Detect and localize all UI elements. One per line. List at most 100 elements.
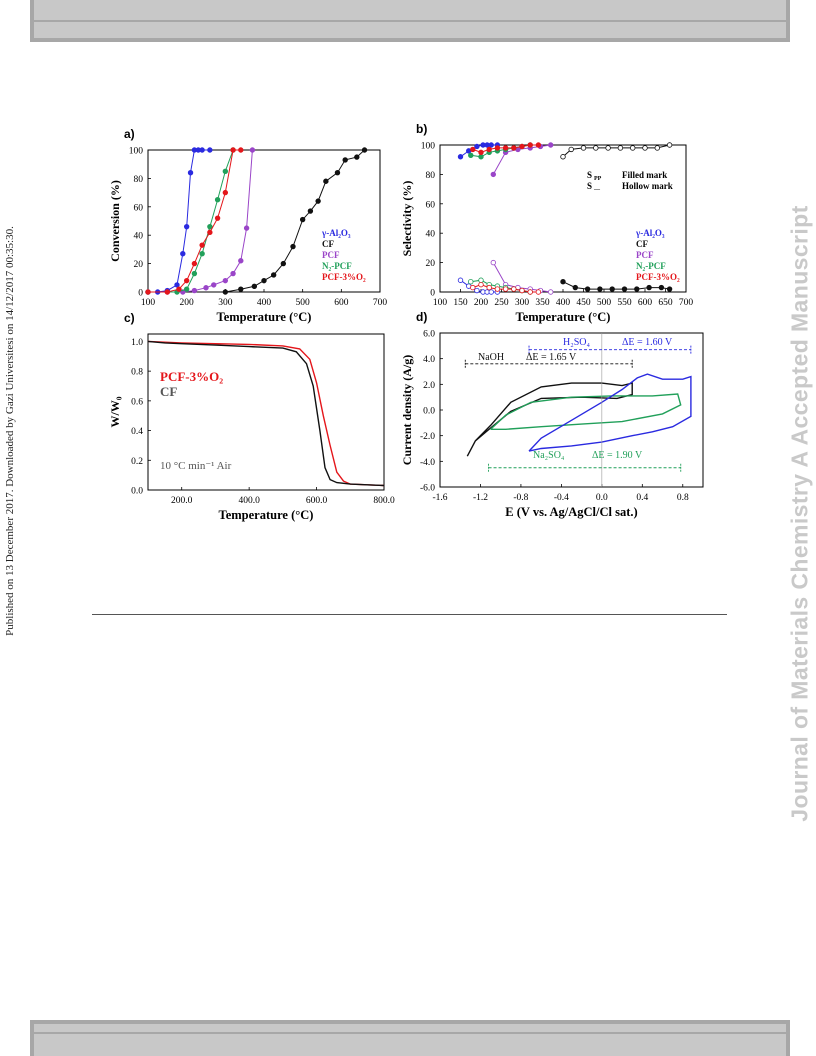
data-point bbox=[490, 259, 496, 266]
data-point bbox=[145, 289, 151, 295]
series-line bbox=[562, 281, 670, 290]
x-tick-label: 300 bbox=[218, 298, 233, 308]
y-tick-label: 40 bbox=[426, 230, 436, 240]
data-point bbox=[180, 250, 186, 257]
data-point bbox=[535, 142, 542, 148]
legend-entry: PCF-3%O₂ bbox=[160, 369, 223, 384]
data-point bbox=[199, 147, 205, 153]
data-point bbox=[457, 154, 464, 160]
data-point bbox=[214, 215, 221, 221]
data-point bbox=[457, 277, 464, 283]
x-tick-label: -1.2 bbox=[473, 493, 488, 503]
panel-label: b) bbox=[416, 122, 427, 136]
x-axis-label: Temperature (°C) bbox=[219, 508, 314, 522]
data-point bbox=[580, 145, 587, 151]
panel-label: a) bbox=[124, 127, 135, 141]
series-line bbox=[147, 340, 385, 487]
data-point bbox=[222, 189, 229, 196]
y-tick-label: -6.0 bbox=[420, 484, 435, 494]
cv-annotation: ΔE = 1.90 V bbox=[592, 450, 643, 461]
data-point bbox=[488, 142, 494, 148]
data-point bbox=[646, 284, 652, 291]
data-point bbox=[478, 281, 484, 288]
data-point bbox=[315, 198, 321, 204]
x-tick-label: 100 bbox=[141, 298, 156, 308]
chart-panel-a: 100 200 300 400 500 600 700 0 20 40 60 80 100 Tempera… bbox=[108, 127, 387, 324]
data-point bbox=[468, 279, 474, 285]
x-tick-label: 650 bbox=[658, 298, 673, 308]
y-tick-label: 0 bbox=[430, 289, 435, 299]
y-tick-label: 20 bbox=[426, 259, 436, 269]
data-point bbox=[502, 145, 509, 151]
series-line bbox=[492, 262, 551, 293]
data-point bbox=[230, 270, 236, 277]
data-point bbox=[494, 145, 501, 151]
data-point bbox=[634, 286, 640, 292]
data-point bbox=[511, 145, 517, 151]
data-point bbox=[478, 277, 484, 283]
x-tick-label: 200.0 bbox=[171, 496, 193, 506]
data-point bbox=[511, 286, 517, 292]
data-point bbox=[191, 260, 198, 267]
y-tick-label: 100 bbox=[129, 147, 144, 157]
separator-rule bbox=[92, 614, 727, 615]
data-point bbox=[183, 277, 190, 284]
data-point bbox=[307, 208, 314, 214]
data-point bbox=[334, 170, 341, 176]
y-tick-label: -4.0 bbox=[420, 458, 435, 468]
legend-entry: CF bbox=[322, 239, 334, 249]
legend-entry: γ-Al₂O₃ bbox=[321, 228, 351, 238]
y-tick-label: 6.0 bbox=[423, 330, 435, 340]
legend-entry: PCF-3%O₂ bbox=[322, 272, 366, 282]
data-point bbox=[470, 146, 476, 153]
series-line bbox=[528, 373, 692, 452]
y-tick-label: -2.0 bbox=[420, 432, 435, 442]
annotation-sub-pp: PP bbox=[594, 176, 602, 182]
x-axis-label: E (V vs. Ag/AgCl/Cl sat.) bbox=[505, 505, 637, 519]
data-point bbox=[207, 223, 213, 230]
data-point bbox=[238, 147, 244, 153]
data-point bbox=[299, 216, 306, 223]
legend-entry: N₂-PCF bbox=[322, 261, 352, 271]
x-tick-label: 250 bbox=[494, 298, 509, 308]
data-point bbox=[222, 277, 229, 284]
x-tick-label: 700 bbox=[679, 298, 694, 308]
data-point bbox=[176, 286, 182, 292]
x-axis-label: Temperature (°C) bbox=[217, 310, 312, 324]
data-point bbox=[658, 284, 665, 291]
series-line bbox=[466, 382, 633, 457]
y-tick-label: 0.0 bbox=[131, 487, 143, 497]
legend-entry: PCF-3%O₂ bbox=[636, 272, 680, 282]
data-point bbox=[527, 142, 533, 148]
x-tick-label: 150 bbox=[453, 298, 468, 308]
data-point bbox=[609, 286, 615, 292]
data-point bbox=[478, 149, 484, 156]
data-point bbox=[199, 250, 205, 257]
data-point bbox=[174, 282, 180, 288]
data-point bbox=[617, 145, 624, 151]
y-tick-label: 60 bbox=[134, 203, 144, 213]
data-point bbox=[222, 289, 229, 295]
data-point bbox=[593, 145, 599, 151]
data-point bbox=[584, 286, 591, 292]
data-point bbox=[354, 154, 360, 160]
data-point bbox=[535, 289, 542, 295]
panel-label: d) bbox=[416, 310, 427, 324]
data-point bbox=[654, 145, 660, 151]
data-point bbox=[560, 279, 566, 285]
data-point bbox=[222, 168, 229, 174]
legend-entry: PCF bbox=[322, 250, 340, 260]
y-tick-label: 0.2 bbox=[131, 457, 143, 467]
x-tick-label: 800.0 bbox=[373, 496, 395, 506]
x-tick-label: 400 bbox=[556, 298, 571, 308]
plot-frame bbox=[147, 333, 385, 491]
series-line bbox=[490, 393, 682, 430]
y-tick-label: 4.0 bbox=[423, 355, 435, 365]
footer-bar bbox=[30, 1020, 790, 1056]
x-tick-label: 0.8 bbox=[677, 493, 689, 503]
x-axis-label: Temperature (°C) bbox=[516, 310, 611, 324]
y-tick-label: 0.4 bbox=[131, 427, 143, 437]
data-point bbox=[490, 171, 496, 178]
x-tick-label: 350 bbox=[535, 298, 550, 308]
